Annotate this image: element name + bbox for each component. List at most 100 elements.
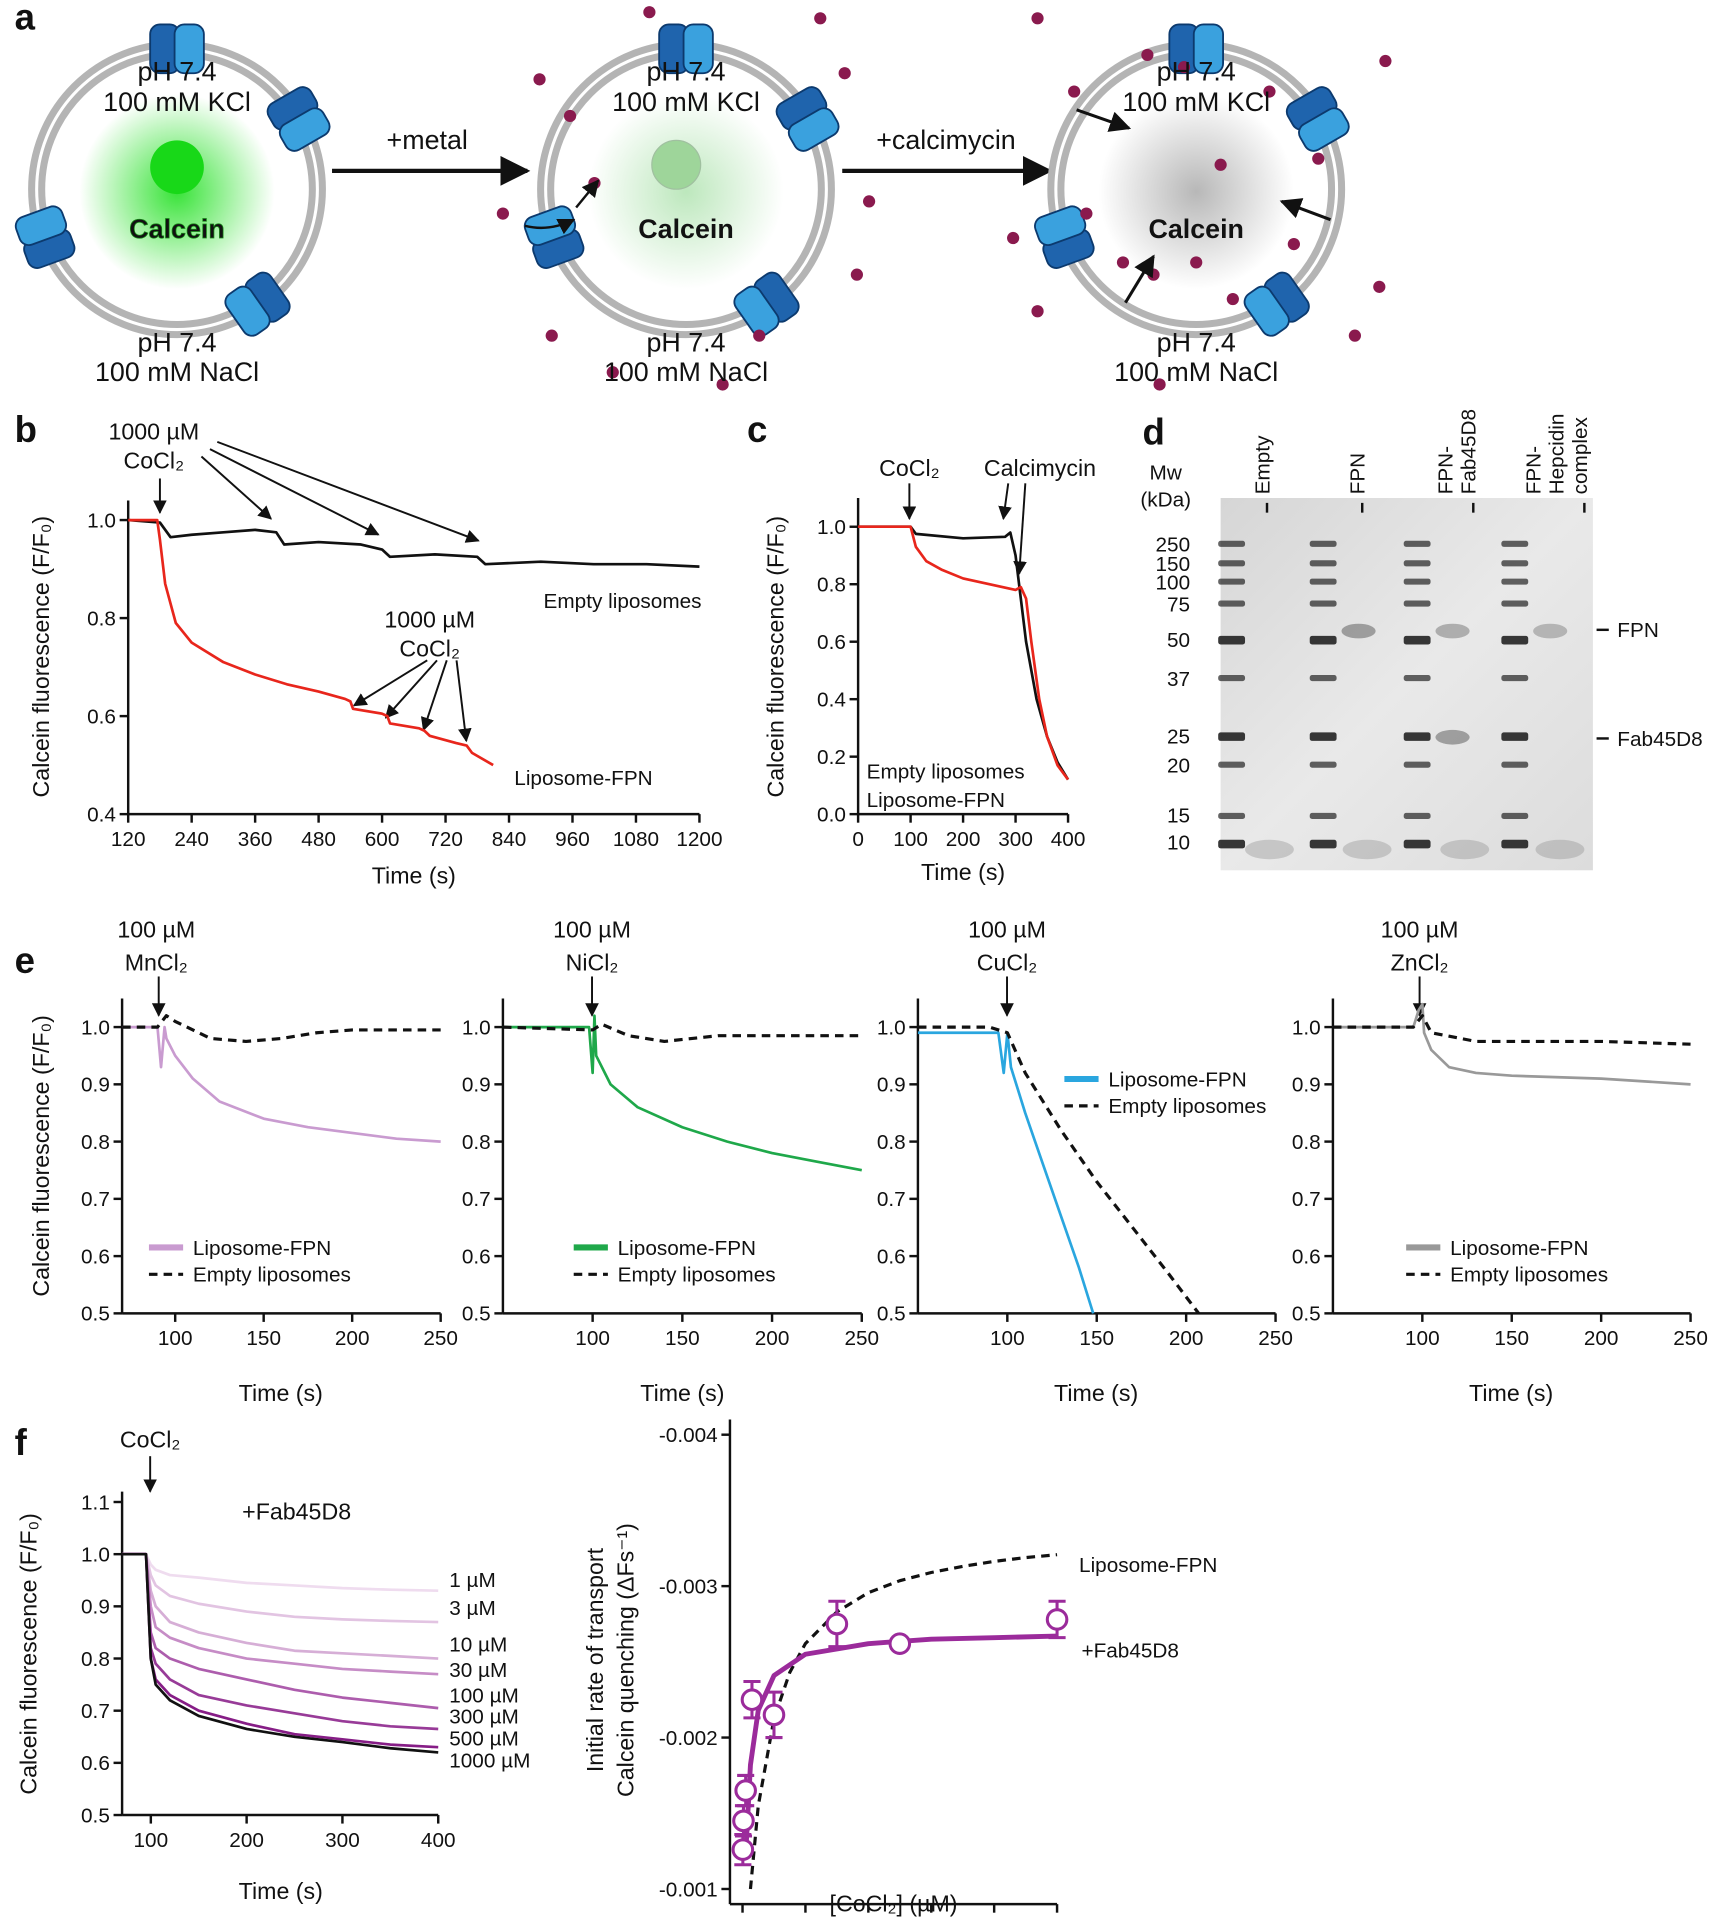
series-label: 100 µM	[449, 1685, 519, 1708]
x-tick-label: 200	[1584, 1327, 1619, 1350]
y-tick-label: 0.5	[877, 1303, 906, 1326]
x-tick-label: 100	[158, 1327, 193, 1350]
y-tick-label: 0.6	[462, 1245, 491, 1268]
transporter-half	[682, 23, 714, 75]
transporter-half	[1298, 107, 1350, 152]
y-tick-label: 1.1	[81, 1491, 110, 1514]
x-tick-label: 400	[851, 1918, 886, 1920]
x-tick-label: 200	[1169, 1327, 1204, 1350]
metal-ion	[1007, 231, 1020, 245]
metal-ion	[1141, 48, 1154, 62]
series-line	[858, 525, 1070, 781]
annotation: MnCl₂	[125, 949, 188, 975]
y-tick-label: 0.5	[462, 1303, 491, 1326]
y-tick-label: 0.7	[1292, 1188, 1321, 1211]
ladder-band	[1218, 839, 1246, 849]
annotation: Calcimycin	[984, 455, 1096, 481]
ladder-band	[1218, 578, 1246, 585]
transporter	[1168, 23, 1224, 75]
ladder-band	[1403, 839, 1431, 849]
y-tick-label: 0.5	[1292, 1303, 1321, 1326]
y-tick-label: 0.6	[877, 1245, 906, 1268]
transporter	[1243, 271, 1310, 337]
inside-condition: 100 mM KCl	[612, 87, 760, 117]
x-tick-label: 400	[1051, 828, 1086, 851]
x-tick-label: 300	[325, 1829, 360, 1852]
ladder-band	[1403, 812, 1431, 820]
ladder-band	[1403, 560, 1431, 567]
ladder-band	[1309, 578, 1337, 585]
y-tick-label: 0.9	[1292, 1074, 1321, 1097]
x-axis-label: Time (s)	[1469, 1380, 1553, 1406]
y-tick-label: 0.5	[81, 1303, 110, 1326]
lane-label: complex	[1569, 416, 1592, 494]
series-label: 30 µM	[449, 1659, 507, 1682]
metal-ion	[606, 366, 619, 379]
x-tick-label: 0	[852, 828, 864, 851]
metal-ion	[753, 329, 766, 342]
series-label: 1000 µM	[449, 1749, 530, 1772]
dye-front	[1342, 839, 1392, 860]
series-line	[122, 1552, 439, 1624]
step-label: +metal	[387, 125, 468, 155]
transporter-half	[278, 107, 331, 152]
y-tick-label: 0.8	[87, 607, 116, 630]
series-line	[122, 1014, 441, 1044]
y-tick-label: -0.004	[659, 1424, 718, 1447]
transporter-half	[1192, 23, 1224, 75]
metal-ion	[814, 12, 827, 25]
annotation: ZnCl₂	[1391, 949, 1449, 975]
series-label: Liposome-FPN	[867, 789, 1005, 812]
y-axis-label: Calcein fluorescence (F/F₀)	[16, 1513, 42, 1795]
metal-ion	[496, 207, 510, 220]
y-tick-label: 0.6	[1292, 1245, 1321, 1268]
marker-label: 25	[1167, 725, 1190, 748]
legend-label: Liposome-FPN	[1450, 1237, 1588, 1260]
transport-arrow	[575, 179, 600, 209]
series-label: Empty liposomes	[867, 761, 1025, 784]
metal-ion	[643, 6, 656, 19]
ladder-band	[1403, 540, 1431, 547]
legend-label: Empty liposomes	[618, 1264, 776, 1287]
transporter-half	[1243, 285, 1290, 337]
transporter-half	[733, 285, 780, 337]
outside-condition: 100 mM NaCl	[604, 357, 768, 387]
annotation: 1000 µM	[384, 606, 475, 632]
panel-label: f	[15, 1422, 28, 1463]
y-tick-label: 0.8	[81, 1648, 110, 1671]
marker-label: 37	[1167, 668, 1190, 691]
dye-front	[1535, 839, 1585, 860]
ladder-band	[1218, 732, 1246, 741]
y-tick-label: 1.0	[1292, 1016, 1321, 1039]
ladder-band	[1309, 600, 1337, 607]
y-tick-label: -0.003	[659, 1575, 718, 1598]
annotation: CuCl₂	[977, 949, 1038, 975]
ladder-band	[1309, 635, 1337, 645]
x-tick-label: 100	[893, 828, 928, 851]
data-point	[888, 1632, 912, 1655]
transporter	[775, 86, 840, 152]
x-tick-label: 1200	[676, 828, 722, 851]
panel-label: b	[15, 409, 37, 450]
metal-ion	[850, 268, 863, 281]
annotation: CoCl₂	[879, 455, 940, 481]
series-line	[122, 1552, 439, 1710]
series-label: Liposome-FPN	[514, 767, 652, 790]
series-line	[1332, 1002, 1691, 1086]
x-tick-label: 960	[555, 828, 590, 851]
ladder-band	[1309, 560, 1337, 567]
ladder-band	[1501, 761, 1529, 768]
x-tick-label: 200	[335, 1327, 370, 1350]
ladder-band	[1403, 674, 1431, 682]
metal-ion	[1214, 158, 1227, 171]
series-label: Empty liposomes	[544, 590, 702, 613]
dye-label: Calcein	[638, 214, 734, 244]
ladder-band	[1501, 635, 1529, 645]
legend-label: Empty liposomes	[1108, 1095, 1266, 1118]
marker-label: 15	[1167, 805, 1190, 828]
band-label: Fab45D8	[1617, 728, 1702, 751]
x-tick-label: 600	[365, 828, 400, 851]
outside-condition: 100 mM NaCl	[95, 357, 259, 387]
x-tick-label: 1000	[1034, 1918, 1080, 1920]
